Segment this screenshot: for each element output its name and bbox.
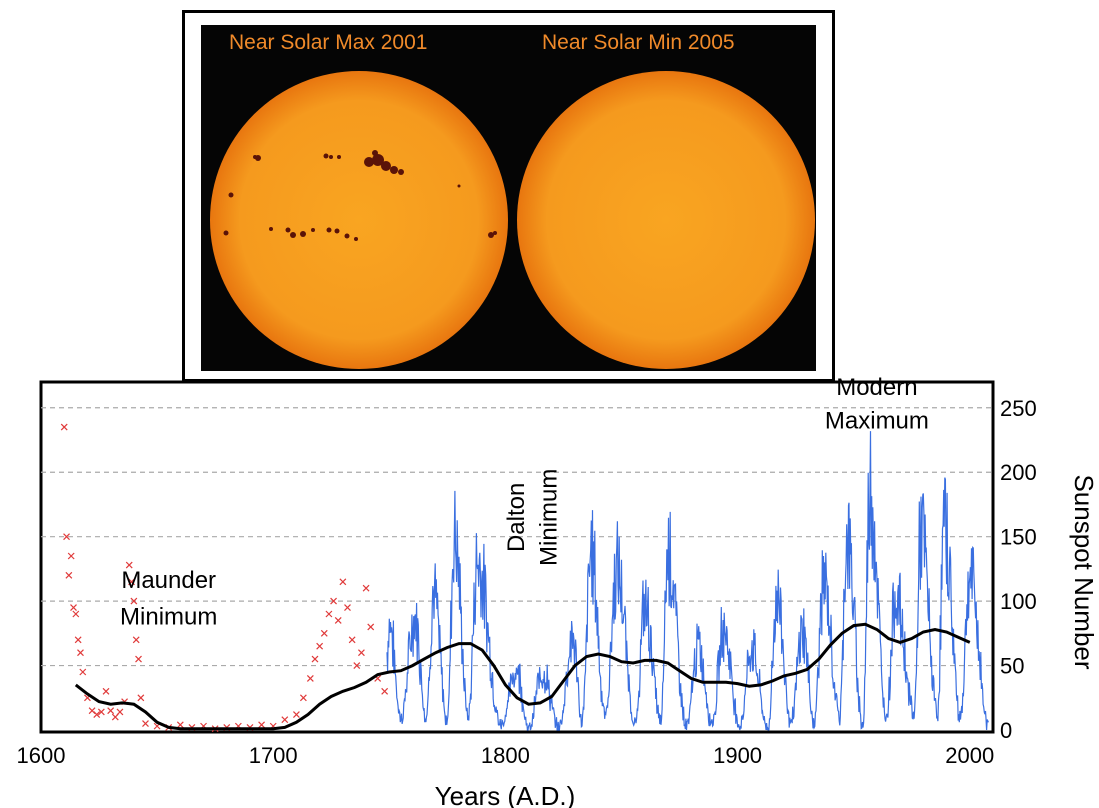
- early-point: [176, 721, 184, 729]
- early-point: [292, 711, 300, 718]
- early-point: [74, 636, 82, 644]
- early-point: [299, 694, 307, 702]
- annotation-label: Minimum: [535, 469, 562, 566]
- early-point: [65, 571, 73, 579]
- sun-images: [210, 71, 815, 369]
- x-tick-label: 1700: [249, 743, 298, 768]
- early-point: [128, 578, 135, 586]
- early-point: [316, 642, 324, 650]
- sun-photo-background: Near Solar Max 2001 Near Solar Min 2005: [201, 25, 816, 371]
- early-point: [358, 649, 365, 657]
- annotation-label: Maximum: [825, 407, 929, 434]
- early-point: [306, 675, 314, 682]
- x-tick-label: 2000: [945, 743, 994, 768]
- early-point: [102, 687, 110, 695]
- early-point: [281, 716, 289, 724]
- y-tick-label: 0: [1000, 718, 1012, 743]
- early-point: [132, 636, 140, 644]
- early-point: [381, 687, 389, 695]
- sun-disk-min: [517, 71, 815, 369]
- sun-disk-max: [210, 71, 508, 369]
- early-point: [125, 561, 133, 569]
- early-point: [258, 721, 266, 729]
- y-tick-label: 250: [1000, 396, 1037, 421]
- early-point: [135, 655, 142, 663]
- early-point: [142, 720, 149, 727]
- annotation-label: Modern: [836, 374, 917, 401]
- annotation-label: Maunder: [121, 567, 216, 594]
- early-point: [339, 578, 347, 586]
- early-point: [70, 604, 77, 611]
- early-point: [325, 610, 333, 618]
- early-point: [362, 584, 370, 592]
- monthly-sunspot-line: [386, 431, 989, 731]
- x-axis-label: Years (A.D.): [435, 781, 576, 808]
- smoothed-sunspot-line: [74, 622, 971, 731]
- y-tick-label: 150: [1000, 525, 1037, 550]
- x-tick-label: 1900: [713, 743, 762, 768]
- x-tick-label: 1600: [17, 743, 66, 768]
- annotation-label: Minimum: [120, 603, 217, 630]
- early-point: [311, 655, 319, 663]
- y-tick-label: 50: [1000, 654, 1024, 679]
- early-point: [60, 423, 68, 431]
- y-tick-label: 100: [1000, 589, 1037, 614]
- early-point: [67, 552, 75, 560]
- early-point: [137, 694, 145, 702]
- early-point: [130, 597, 138, 605]
- y-axis-ticks: 0 50 100 150 200 250: [1000, 396, 1037, 743]
- early-point: [367, 623, 375, 631]
- early-point: [63, 533, 70, 541]
- x-tick-label: 1800: [481, 743, 530, 768]
- early-point: [116, 708, 124, 716]
- sunspots: [223, 150, 497, 241]
- early-point: [334, 617, 342, 624]
- solar-min-caption: Near Solar Min 2005: [542, 31, 735, 54]
- early-point: [330, 597, 337, 605]
- annotation-label: Dalton: [503, 483, 530, 552]
- early-point: [97, 708, 105, 716]
- early-point: [77, 649, 84, 657]
- sun-photo-panel: Near Solar Max 2001 Near Solar Min 2005: [182, 10, 835, 382]
- y-tick-label: 200: [1000, 460, 1037, 485]
- early-point: [348, 636, 356, 644]
- early-point: [353, 662, 361, 669]
- grid-lines: [41, 407, 993, 667]
- early-point: [107, 707, 115, 715]
- y-axis-label: Sunspot Number: [1069, 474, 1099, 669]
- solar-max-caption: Near Solar Max 2001: [229, 31, 428, 54]
- early-point: [344, 604, 351, 611]
- early-point: [72, 610, 80, 618]
- early-point: [320, 629, 328, 637]
- early-point: [93, 711, 101, 718]
- x-axis-ticks: 1600 1700 1800 1900 2000: [17, 743, 995, 768]
- early-point: [79, 668, 87, 676]
